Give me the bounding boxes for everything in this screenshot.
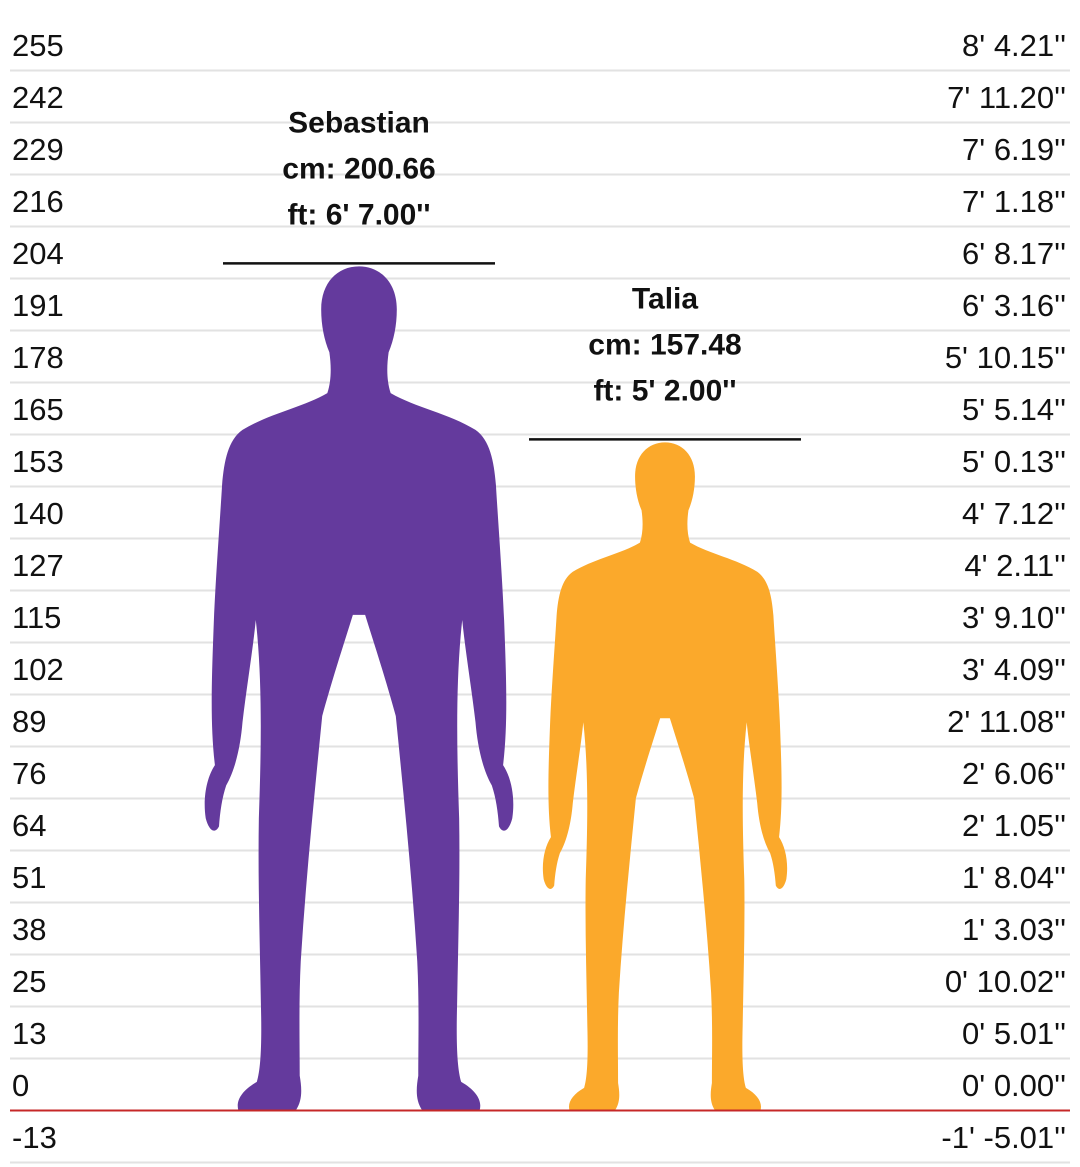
right-tick-label: 7' 6.19'' xyxy=(962,132,1066,167)
grid-lines xyxy=(10,69,1070,1164)
left-tick-label: 229 xyxy=(12,132,64,167)
right-tick-label: 2' 11.08'' xyxy=(947,704,1066,739)
right-tick-label: 2' 1.05'' xyxy=(962,808,1066,843)
figure-cm-label: cm: 200.66 xyxy=(282,152,435,185)
left-tick-label: 255 xyxy=(12,28,64,63)
figure-name-label: Talia xyxy=(632,282,698,315)
figure-labels: Sebastian cm: 200.66 ft: 6' 7.00'' Talia cm:… xyxy=(223,106,801,441)
left-tick-label: 204 xyxy=(12,236,64,271)
left-tick-label: -13 xyxy=(12,1120,57,1155)
right-tick-label: 3' 4.09'' xyxy=(962,652,1066,687)
left-tick-label: 38 xyxy=(12,912,46,947)
right-tick-label: 4' 7.12'' xyxy=(962,496,1066,531)
right-tick-label: -1' -5.01'' xyxy=(941,1120,1066,1155)
left-tick-label: 76 xyxy=(12,756,46,791)
left-tick-label: 153 xyxy=(12,444,64,479)
left-tick-label: 102 xyxy=(12,652,64,687)
right-tick-label: 6' 3.16'' xyxy=(962,288,1066,323)
left-tick-label: 191 xyxy=(12,288,64,323)
figure-cm-label: cm: 157.48 xyxy=(588,328,741,361)
left-tick-label: 140 xyxy=(12,496,64,531)
figure-sebastian xyxy=(204,266,514,1111)
right-tick-label: 7' 11.20'' xyxy=(947,80,1066,115)
left-tick-label: 0 xyxy=(12,1068,29,1103)
right-tick-label: 5' 0.13'' xyxy=(962,444,1066,479)
left-tick-label: 165 xyxy=(12,392,64,427)
right-tick-label: 2' 6.06'' xyxy=(962,756,1066,791)
right-tick-label: 0' 5.01'' xyxy=(962,1016,1066,1051)
left-tick-label: 216 xyxy=(12,184,64,219)
left-tick-label: 115 xyxy=(12,600,61,635)
left-tick-label: 242 xyxy=(12,80,64,115)
left-tick-label: 89 xyxy=(12,704,46,739)
axis-ticks: 255 8' 4.21'' 242 7' 11.20'' 229 7' 6.19'' 216… xyxy=(12,28,1066,1155)
right-tick-label: 7' 1.18'' xyxy=(962,184,1066,219)
figure-ft-label: ft: 5' 2.00'' xyxy=(593,374,736,407)
right-tick-label: 8' 4.21'' xyxy=(962,28,1066,63)
figure-name-label: Sebastian xyxy=(288,106,430,139)
right-tick-label: 3' 9.10'' xyxy=(962,600,1066,635)
right-tick-label: 5' 5.14'' xyxy=(962,392,1066,427)
right-tick-label: 0' 0.00'' xyxy=(962,1068,1066,1103)
left-tick-label: 178 xyxy=(12,340,64,375)
right-tick-label: 4' 2.11'' xyxy=(964,548,1066,583)
left-tick-label: 13 xyxy=(12,1016,46,1051)
right-tick-label: 1' 8.04'' xyxy=(962,860,1066,895)
figure-ft-label: ft: 6' 7.00'' xyxy=(287,198,430,231)
right-tick-label: 5' 10.15'' xyxy=(945,340,1066,375)
left-tick-label: 51 xyxy=(12,860,46,895)
left-tick-label: 64 xyxy=(12,808,46,843)
left-tick-label: 127 xyxy=(12,548,64,583)
right-tick-label: 6' 8.17'' xyxy=(962,236,1066,271)
figure-talia xyxy=(542,442,788,1111)
left-tick-label: 25 xyxy=(12,964,46,999)
right-tick-label: 0' 10.02'' xyxy=(945,964,1066,999)
right-tick-label: 1' 3.03'' xyxy=(962,912,1066,947)
